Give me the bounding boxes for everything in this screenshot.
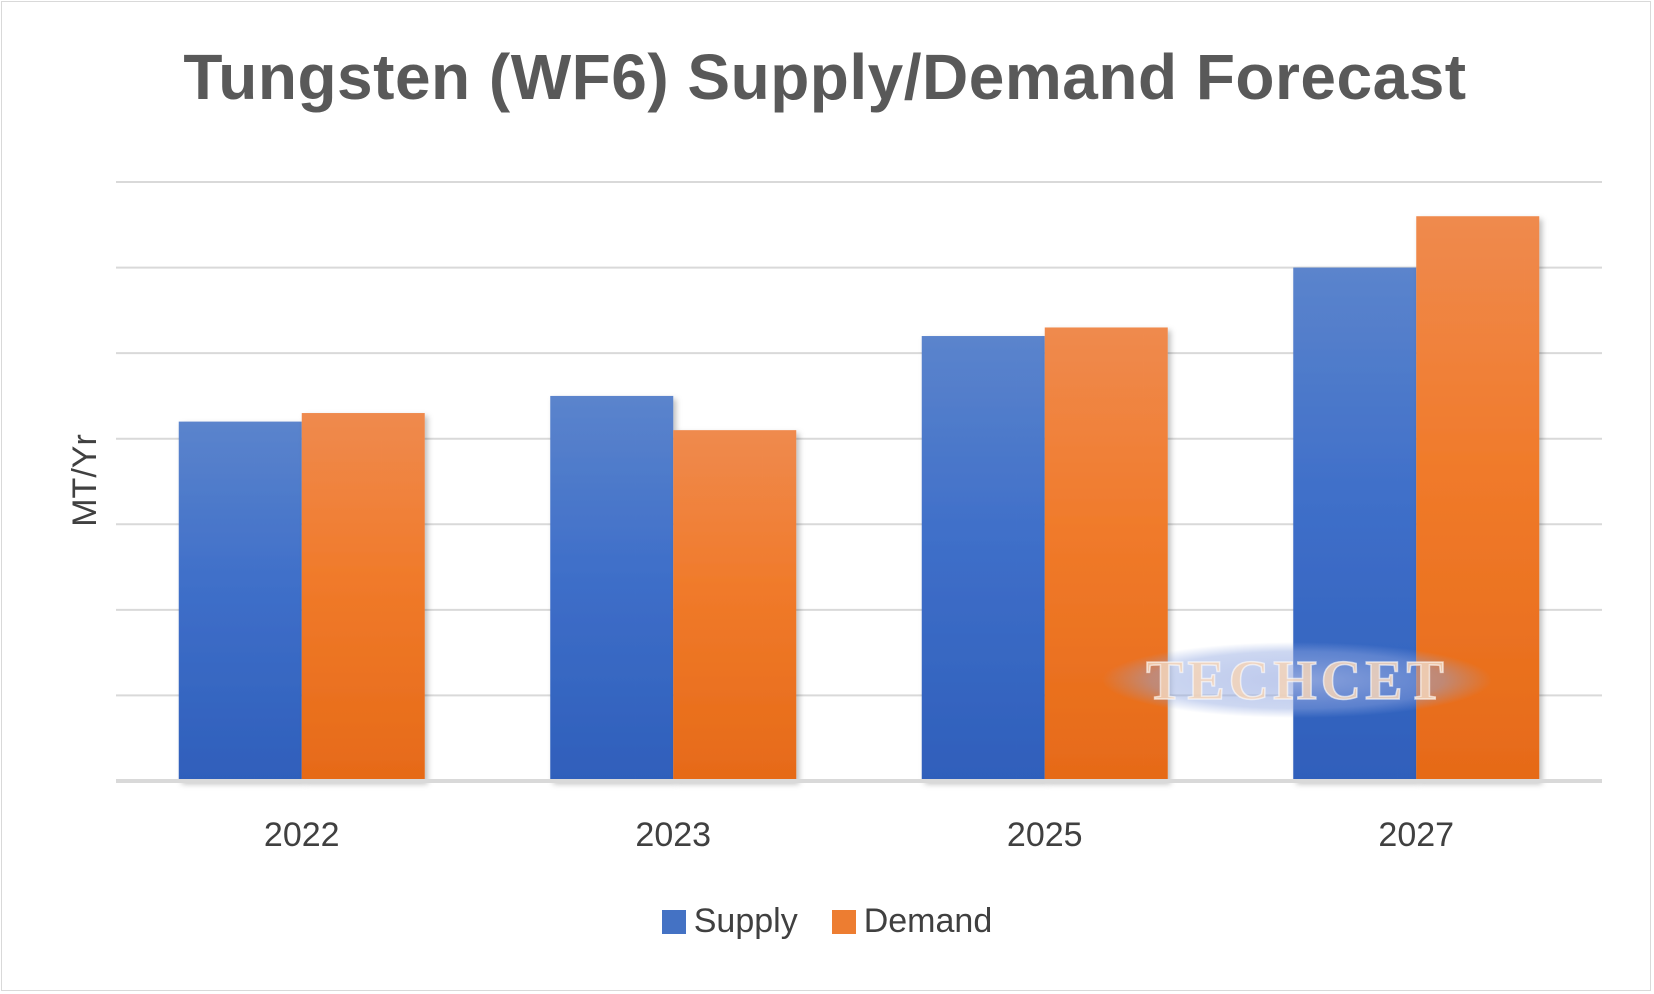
legend: Supply Demand xyxy=(0,902,1654,941)
y-axis-label: MT/Yr xyxy=(65,433,104,527)
x-tick-label: 2027 xyxy=(1378,816,1454,854)
watermark-text: TECHCET xyxy=(1146,650,1448,712)
techcet-watermark: TECHCET xyxy=(1102,642,1492,718)
x-tick-label: 2023 xyxy=(635,816,711,854)
bar-supply-2022 xyxy=(178,421,302,781)
x-tick-labels: 2022 2023 2025 2027 xyxy=(264,816,1454,854)
legend-item-demand: Demand xyxy=(831,902,993,941)
bar-demand-2023 xyxy=(673,430,797,781)
chart-title: Tungsten (WF6) Supply/Demand Forecast xyxy=(183,41,1467,113)
legend-swatch-demand xyxy=(831,909,856,934)
x-tick-label: 2025 xyxy=(1007,816,1083,854)
legend-swatch-supply xyxy=(661,909,686,934)
bars xyxy=(178,216,1540,782)
legend-label-supply: Supply xyxy=(693,902,798,940)
bar-supply-2023 xyxy=(550,395,674,781)
bar-demand-2025 xyxy=(1044,327,1168,781)
legend-item-supply: Supply xyxy=(661,902,798,941)
legend-label-demand: Demand xyxy=(863,902,993,940)
x-tick-label: 2022 xyxy=(264,816,340,854)
bar-demand-2022 xyxy=(301,413,425,781)
bar-supply-2025 xyxy=(921,336,1045,781)
